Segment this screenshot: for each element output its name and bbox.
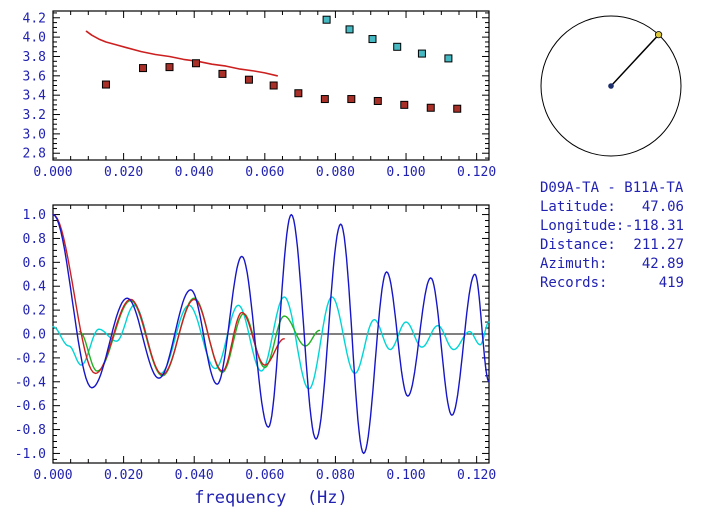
svg-text:0.120: 0.120	[457, 468, 496, 483]
svg-text:2.8: 2.8	[23, 147, 46, 162]
svg-text:4.2: 4.2	[23, 11, 46, 26]
red-square-points	[101, 59, 462, 113]
distance-value: 211.27	[633, 237, 684, 253]
svg-text:0.2: 0.2	[23, 304, 46, 319]
svg-text:0.4: 0.4	[23, 280, 47, 295]
svg-text:-0.8: -0.8	[15, 423, 46, 438]
azimuth-label: Azimuth:	[540, 256, 607, 272]
svg-text:0.060: 0.060	[245, 165, 284, 180]
green-waveform	[78, 297, 321, 377]
svg-text:-0.4: -0.4	[15, 375, 46, 390]
station-info-panel: D09A-TA - B11A-TA Latitude: 47.06 Longit…	[540, 180, 684, 291]
dial-circle	[540, 15, 682, 157]
svg-text:0.120: 0.120	[457, 165, 496, 180]
svg-text:0.080: 0.080	[316, 468, 355, 483]
dial-center-dot	[608, 83, 614, 89]
svg-text:0.100: 0.100	[386, 165, 425, 180]
cyan-waveform	[52, 296, 490, 390]
svg-text:0.000: 0.000	[33, 468, 72, 483]
records-value: 419	[659, 275, 684, 291]
azimuth-dial	[540, 15, 682, 157]
latitude-label: Latitude:	[540, 199, 616, 215]
axis-tick-labels: 0.000 0.020 0.040 0.060 0.080 0.100 0.120 2.8 3.…	[23, 11, 497, 180]
svg-text:0.0: 0.0	[23, 328, 46, 343]
svg-text:0.000: 0.000	[33, 165, 72, 180]
svg-text:1.0: 1.0	[23, 208, 46, 223]
station-pair-title: D09A-TA - B11A-TA	[540, 180, 684, 196]
longitude-value: -118.31	[625, 218, 684, 234]
svg-text:3.6: 3.6	[23, 69, 46, 84]
dispersion-chart: 0.000 0.020 0.040 0.060 0.080 0.100 0.120 2.8 3.…	[23, 10, 497, 180]
svg-text:0.040: 0.040	[175, 468, 214, 483]
cyan-square-points	[322, 15, 453, 63]
svg-text:0.060: 0.060	[245, 468, 284, 483]
svg-text:0.6: 0.6	[23, 256, 46, 271]
svg-text:-0.2: -0.2	[15, 351, 46, 366]
svg-text:0.020: 0.020	[104, 468, 143, 483]
svg-text:3.0: 3.0	[23, 127, 46, 142]
axis-ticks	[52, 11, 489, 160]
latitude-value: 47.06	[642, 199, 684, 215]
svg-text:-1.0: -1.0	[15, 447, 46, 462]
azimuth-pointer-line	[610, 34, 660, 87]
axis-tick-labels: 0.000 0.020 0.040 0.060 0.080 0.100 0.120 -1.0 -…	[15, 208, 496, 483]
axis-ticks	[52, 205, 489, 463]
svg-text:-0.6: -0.6	[15, 399, 46, 414]
waveform-chart: 0.000 0.020 0.040 0.060 0.080 0.100 0.120 -1.0 -…	[15, 204, 496, 483]
svg-text:0.080: 0.080	[316, 165, 355, 180]
longitude-label: Longitude:	[540, 218, 624, 234]
svg-text:4.0: 4.0	[23, 31, 46, 46]
records-label: Records:	[540, 275, 607, 291]
svg-text:0.020: 0.020	[104, 165, 143, 180]
svg-text:0.8: 0.8	[23, 232, 46, 247]
azimuth-value: 42.89	[642, 256, 684, 272]
svg-text:3.8: 3.8	[23, 50, 46, 65]
station-azimuth-marker	[654, 31, 663, 39]
svg-text:3.2: 3.2	[23, 108, 46, 123]
svg-text:0.040: 0.040	[175, 165, 214, 180]
x-axis-label: frequency (Hz)	[194, 488, 348, 508]
blue-waveform	[52, 213, 490, 455]
svg-text:0.100: 0.100	[386, 468, 425, 483]
phase-velocity-curve	[85, 30, 278, 77]
plot-frame	[52, 10, 490, 161]
svg-text:3.4: 3.4	[23, 89, 47, 104]
distance-label: Distance:	[540, 237, 616, 253]
